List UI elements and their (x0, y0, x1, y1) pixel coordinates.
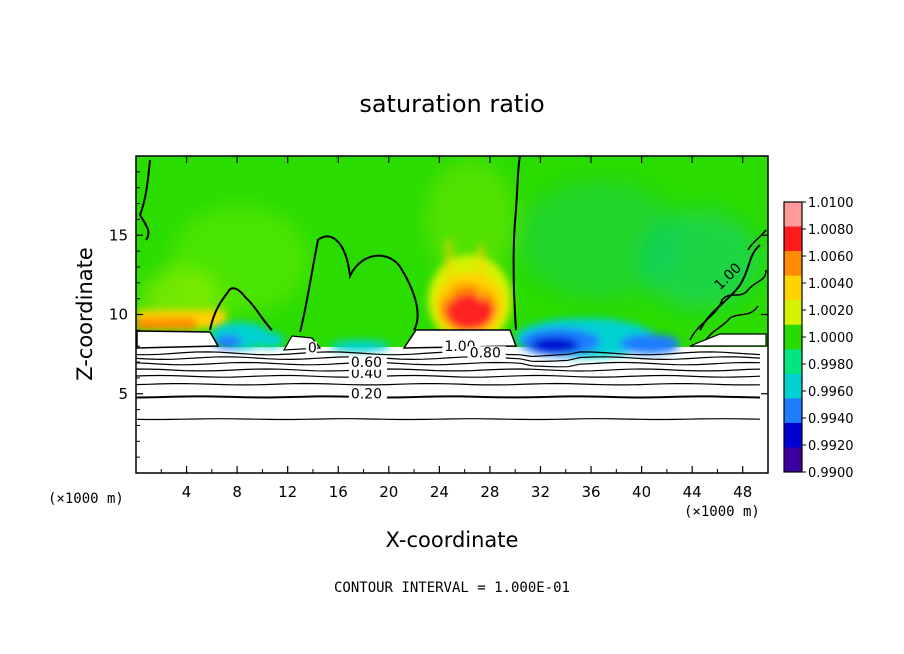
subcloud-contour (136, 395, 761, 399)
contour-label-bg (348, 366, 387, 381)
contour-label-bg (467, 346, 506, 361)
colorbar-swatch (784, 447, 802, 473)
colorbar: 1.0100 1.0080 1.0060 1.0040 1.0020 1.0000 0.99… (783, 196, 854, 481)
x-tick-label: 32 (531, 483, 550, 501)
subcloud-contour (136, 382, 761, 386)
subcloud-contour (136, 368, 761, 372)
contour-label: 0.20 (351, 387, 382, 403)
supersaturated-core (428, 240, 512, 345)
x-tick-label: 12 (278, 483, 297, 501)
contour-label: 0.60 (351, 355, 382, 371)
colorbar-swatch (784, 398, 802, 424)
x-tick-label: 16 (329, 483, 348, 501)
subcloud-contour (136, 374, 761, 378)
colorbar-label: 1.0060 (808, 250, 854, 265)
x-tick-label: 48 (733, 483, 752, 501)
colorbar-label: 0.9920 (808, 439, 854, 454)
contour-label-bg (305, 341, 317, 356)
colorbar-swatch (784, 349, 802, 375)
cloud-pockets (136, 329, 767, 351)
y-unit-label: (×1000 m) (48, 491, 124, 507)
colorbar-swatch (784, 373, 802, 399)
contour-label-bg (348, 355, 387, 370)
x-tick-label: 36 (581, 483, 600, 501)
contour-label: 0 (308, 341, 317, 357)
colorbar-label: 1.0020 (808, 304, 854, 319)
colorbar-swatch (784, 226, 802, 252)
colorbar-swatch (784, 275, 802, 301)
y-tick-label: 15 (109, 226, 128, 244)
contour-label: 0.40 (351, 366, 382, 382)
colorbar-label: 1.0000 (808, 331, 854, 346)
y-tick-label: 10 (109, 306, 128, 324)
subcloud-contour (136, 418, 761, 421)
colorbar-swatch (784, 251, 802, 277)
x-tick-label: 44 (683, 483, 702, 501)
x-tick-label: 28 (480, 483, 499, 501)
colorbar-label: 1.0100 (808, 196, 854, 211)
colorbar-swatch (784, 422, 802, 448)
x-tick-label: 4 (182, 483, 192, 501)
subcloud-contour (136, 361, 761, 368)
x-tick-label: 40 (632, 483, 651, 501)
y-tick-label: 5 (118, 385, 128, 403)
y-ticks: 5 10 15 (109, 171, 768, 458)
warm-edge-west (136, 310, 226, 330)
cloud-edge-contour (138, 156, 761, 333)
x-ticks: 4 8 12 16 20 24 28 32 36 40 44 48 (160, 156, 752, 501)
plot-area (136, 156, 768, 473)
chart-title: saturation ratio (359, 90, 544, 118)
x-tick-label: 20 (379, 483, 398, 501)
x-tick-label: 24 (430, 483, 449, 501)
colorbar-label: 0.9980 (808, 358, 854, 373)
colorbar-label: 0.9960 (808, 385, 854, 400)
x-tick-label: 8 (232, 483, 242, 501)
colorbar-label: 1.0080 (808, 223, 854, 238)
x-axis-label: X-coordinate (386, 528, 519, 552)
colorbar-label: 1.0040 (808, 277, 854, 292)
contour-interval-note: CONTOUR INTERVAL = 1.000E-01 (334, 580, 570, 596)
colorbar-swatch (784, 202, 802, 228)
y-axis-label: Z-coordinate (73, 247, 97, 381)
colorbar-swatch (784, 324, 802, 350)
subcloud-contour (136, 351, 761, 358)
x-unit-label: (×1000 m) (684, 504, 760, 520)
colorbar-label: 0.9940 (808, 412, 854, 427)
subsaturated-band-east (515, 318, 680, 358)
colorbar-swatch (784, 300, 802, 326)
colorbar-label: 0.9900 (808, 466, 854, 481)
contour-label-bg (348, 387, 387, 402)
contour-label: 0.80 (470, 345, 501, 361)
subcloud-contour (136, 356, 761, 363)
subcloud-contours (136, 351, 761, 421)
subsaturated-band-west (210, 322, 390, 352)
east-contours (689, 229, 767, 341)
